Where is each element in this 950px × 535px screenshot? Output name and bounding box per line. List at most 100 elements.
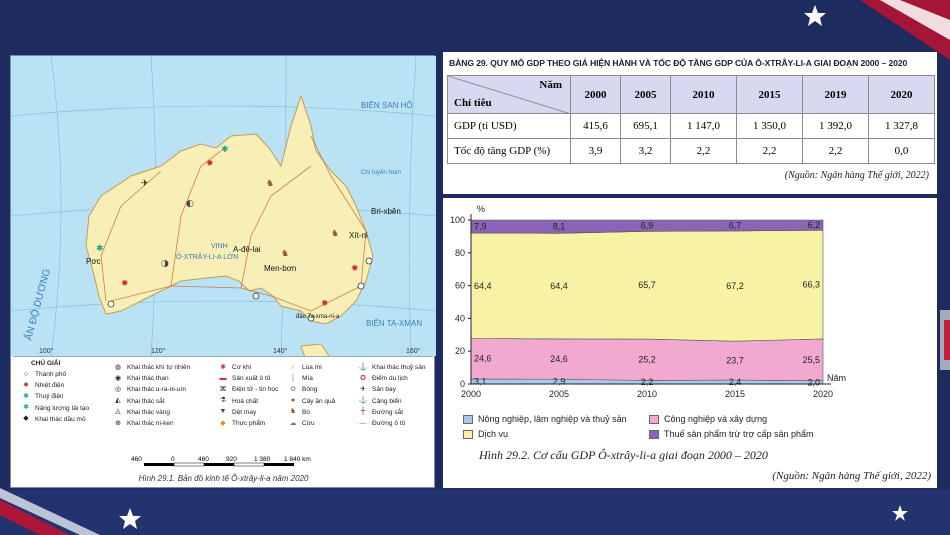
gdp-structure-chart-panel: 0 20 40 60 80 100 2000 2005 2010 2015 2020% Năm 3,1 2… bbox=[443, 198, 937, 488]
table-cell: 0,0 bbox=[867, 138, 936, 164]
city-xitni: Xít-ni bbox=[349, 231, 368, 240]
legend-label: Thuế sản phẩm trừ trợ cấp sản phẩm bbox=[664, 429, 814, 439]
sugarcane-icon: ⸽ bbox=[292, 374, 294, 382]
hydro-power-icon: ✱ bbox=[23, 392, 29, 400]
gdp-table-panel: BẢNG 29. QUY MÔ GDP THEO GIÁ HIỆN HÀNH V… bbox=[443, 52, 937, 194]
map-caption: Hình 29.1. Bản đồ kinh tế Ô-xtrây-li-a n… bbox=[138, 474, 309, 483]
scale-label: 920 bbox=[226, 456, 237, 463]
header-indicator-label: Chỉ tiêu bbox=[454, 97, 492, 109]
legend-swatch bbox=[463, 429, 473, 439]
legend-swatch bbox=[463, 414, 473, 424]
year-header: 2010 bbox=[669, 75, 737, 114]
car-icon: ▬ bbox=[219, 374, 227, 382]
legend-item: Dịch vụ bbox=[463, 429, 508, 439]
table-source: (Nguồn: Ngân hàng Thế giới, 2022) bbox=[784, 170, 929, 181]
svg-text:✱: ✱ bbox=[96, 244, 104, 254]
legend-column: ◍ Khai thác khí tự nhiên ◉ Khai thác than … bbox=[113, 362, 190, 429]
city-menbon: Men-bơn bbox=[264, 264, 296, 273]
data-label: 65,7 bbox=[638, 280, 656, 290]
y-tick-label: 0 bbox=[460, 379, 465, 389]
table-cell: 2,2 bbox=[669, 138, 737, 164]
x-tick-label: 2015 bbox=[725, 389, 745, 399]
y-axis-label: % bbox=[477, 204, 485, 214]
table-cell: 2,2 bbox=[735, 138, 803, 164]
x-tick-label: 2000 bbox=[461, 389, 481, 399]
table-row: GDP (tỉ USD) 415,6 695,1 1 147,0 1 350,0… bbox=[447, 113, 936, 139]
legend-label: Điện tử - tin học bbox=[232, 386, 279, 394]
data-label: 2,2 bbox=[641, 377, 654, 387]
legend-label: Năng lượng tái tạo bbox=[35, 404, 90, 412]
legend-label: Khai thác vàng bbox=[127, 408, 171, 416]
data-label: 8,1 bbox=[553, 222, 566, 232]
legend-item: Nông nghiệp, lâm nghiệp và thuỷ sản bbox=[463, 414, 627, 424]
svg-text:✹: ✹ bbox=[351, 264, 359, 274]
year-header: 2000 bbox=[570, 75, 621, 114]
fishing-icon: ⚓ bbox=[358, 363, 368, 371]
legend-label: Khai thác thuỷ sản bbox=[372, 364, 426, 372]
gold-icon: ◬ bbox=[115, 408, 121, 416]
electronics-icon: ⌘ bbox=[219, 385, 227, 393]
legend-label: Lúa mì bbox=[302, 364, 322, 372]
x-axis-label: Năm bbox=[827, 373, 846, 383]
legend-label: Nông nghiệp, lâm nghiệp và thuỷ sản bbox=[478, 414, 627, 424]
x-tick-label: 2005 bbox=[549, 389, 569, 399]
scale-label: 460 bbox=[198, 456, 209, 463]
gdp-table: Năm Chỉ tiêu 2000 2005 2010 2015 2019 20… bbox=[447, 75, 936, 164]
year-header: 2015 bbox=[735, 75, 803, 114]
legend-label: Sản xuất ô tô bbox=[232, 375, 271, 383]
legend-label: Dệt may bbox=[232, 408, 257, 416]
legend-label: Khai thác sắt bbox=[127, 397, 165, 405]
legend-label: Khai thác ni-ken bbox=[127, 420, 174, 428]
star-icon bbox=[119, 508, 141, 529]
scale-bar: 460 0 460 920 1 380 1 840 km bbox=[131, 456, 311, 467]
railway-icon: ┼ bbox=[360, 408, 366, 416]
gdp-structure-chart: 0 20 40 60 80 100 2000 2005 2010 2015 2020% Năm 3,1 2… bbox=[450, 204, 846, 399]
legend-label: Thực phẩm bbox=[232, 420, 266, 428]
table-cell: 1 392,0 bbox=[801, 113, 869, 139]
legend-label: Khai thác than bbox=[127, 375, 169, 383]
y-tick-label: 20 bbox=[455, 346, 465, 356]
thermal-power-icon: ✹ bbox=[23, 381, 29, 389]
map-legend: CHÚ GIẢI ○ Thành phố ✹ Nhiệt điện ✱ Thuỷ đi… bbox=[13, 356, 433, 461]
uranium-icon: ◎ bbox=[114, 385, 122, 393]
label-vinh: VỊNH bbox=[211, 243, 228, 250]
legend-swatch bbox=[649, 414, 659, 424]
area-series-3 bbox=[470, 219, 824, 234]
table-cell: 3,9 bbox=[570, 138, 621, 164]
svg-text:✹: ✹ bbox=[121, 279, 129, 289]
star-icon bbox=[892, 505, 908, 521]
legend-label: Bông bbox=[302, 386, 318, 394]
fruit-icon: ● bbox=[290, 397, 296, 405]
svg-text:♞: ♞ bbox=[281, 249, 289, 259]
table-header-row: Năm Chỉ tiêu 2000 2005 2010 2015 2019 20… bbox=[447, 75, 936, 114]
table-cell: 1 147,0 bbox=[669, 113, 737, 139]
city-adolai: A-đê-lai bbox=[233, 245, 261, 254]
legend-label: Dịch vụ bbox=[478, 429, 509, 439]
y-tick-label: 60 bbox=[455, 281, 465, 291]
scale-label: 460 bbox=[131, 456, 142, 463]
map-scale: 460 0 460 920 1 380 1 840 km bbox=[126, 454, 326, 470]
data-label: 64,4 bbox=[474, 281, 492, 291]
svg-text:♞: ♞ bbox=[266, 179, 274, 189]
legend-label: Cơ khí bbox=[232, 364, 252, 372]
legend-column: ⁄ Lúa mì ⸽ Mía ✿ Bông ● Cây ăn quả ♞ Bò ☁ Cừu bbox=[288, 362, 336, 429]
svg-text:◑: ◑ bbox=[161, 259, 169, 269]
legend-title: CHÚ GIẢI bbox=[31, 360, 61, 367]
sheep-icon: ☁ bbox=[289, 419, 297, 427]
data-label: 66,3 bbox=[802, 280, 820, 290]
airport-icon: ✈ bbox=[360, 385, 366, 393]
iron-icon: ◭ bbox=[115, 397, 121, 405]
data-label: 3,1 bbox=[474, 376, 487, 386]
map-panel: ✹ ✱ ✈ ✱ ♞ ♞ ✹ ✹ ◐ ◑ ♞ ✹ BIỂN SAN HÔ BIỂN… bbox=[10, 55, 436, 488]
city-brixben: Bri-xbên bbox=[371, 207, 401, 216]
wheat-icon: ⁄ bbox=[292, 363, 294, 371]
legend-label: Hoá chất bbox=[232, 397, 259, 405]
table-cell: 1 327,8 bbox=[867, 113, 936, 139]
table-cell: 415,6 bbox=[570, 113, 621, 139]
legend-label: Sân bay bbox=[372, 386, 396, 394]
legend-label: Thuỷ điện bbox=[35, 393, 64, 401]
city-icon: ○ bbox=[23, 370, 29, 378]
svg-text:◐: ◐ bbox=[186, 199, 194, 209]
year-header: 2005 bbox=[619, 75, 671, 114]
legend-column: ⚓ Khai thác thuỷ sản ✪ Điểm du lịch ✈ Sân b… bbox=[358, 362, 426, 429]
